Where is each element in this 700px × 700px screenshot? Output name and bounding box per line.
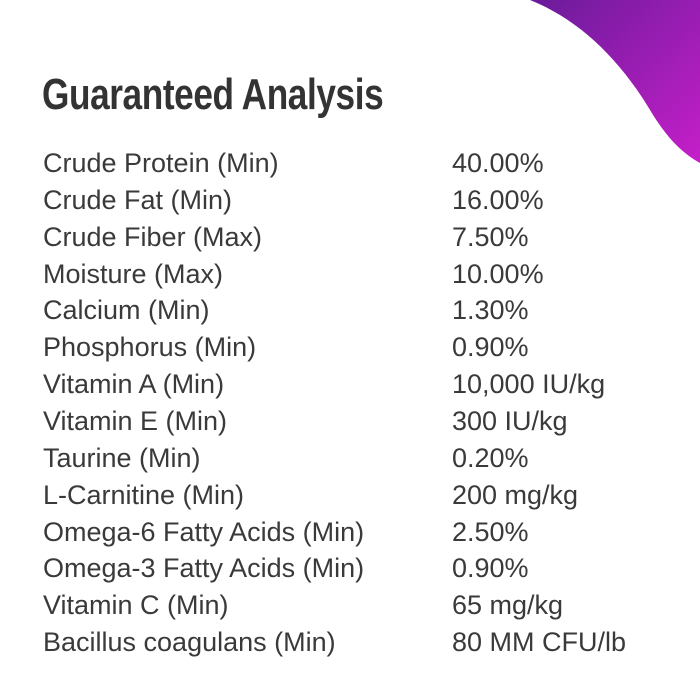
nutrient-amount: 80 MM CFU/lb (452, 627, 627, 658)
nutrient-name: Vitamin E (Min) (43, 405, 228, 436)
nutrient-name: Vitamin C (Min) (43, 590, 229, 621)
nutrient-name: Crude Protein (Min) (43, 148, 279, 178)
nutrient-name: Calcium (Min) (43, 295, 210, 326)
nutrient-name: Moisture (Max) (43, 258, 224, 289)
nutrient-amount: 2.50% (452, 516, 529, 547)
nutrient-amount: 40.00% (452, 148, 544, 178)
nutrient-amount: 7.50% (452, 221, 529, 252)
nutrient-name: Vitamin A (Min) (43, 369, 225, 400)
nutrient-amount: 0.90% (452, 332, 529, 363)
nutrient-amount: 200 mg/kg (452, 479, 579, 510)
nutrient-name: Bacillus coagulans (Min) (43, 627, 336, 658)
nutrient-name: Phosphorus (Min) (43, 332, 257, 363)
nutrient-name: Taurine (Min) (43, 442, 201, 473)
nutrient-name: Crude Fiber (Max) (43, 221, 263, 252)
nutrient-amount: 10,000 IU/kg (452, 369, 606, 400)
nutrient-amount: 65 mg/kg (452, 590, 564, 621)
nutrient-amount: 300 IU/kg (452, 405, 568, 436)
nutrient-amount: 1.30% (452, 295, 529, 326)
nutrient-amount: 16.00% (452, 184, 544, 215)
nutrient-name: Omega-3 Fatty Acids (Min) (43, 553, 365, 584)
nutrient-amount: 10.00% (452, 258, 544, 289)
purple-swoosh (530, 0, 700, 163)
nutrient-amount: 0.90% (452, 553, 529, 584)
nutrient-amount: 0.20% (452, 442, 529, 473)
title: Guaranteed Analysis (42, 70, 384, 119)
nutrient-name: L-Carnitine (Min) (43, 479, 245, 510)
nutrient-name: Omega-6 Fatty Acids (Min) (43, 516, 365, 547)
nutrient-name: Crude Fat (Min) (43, 184, 233, 215)
